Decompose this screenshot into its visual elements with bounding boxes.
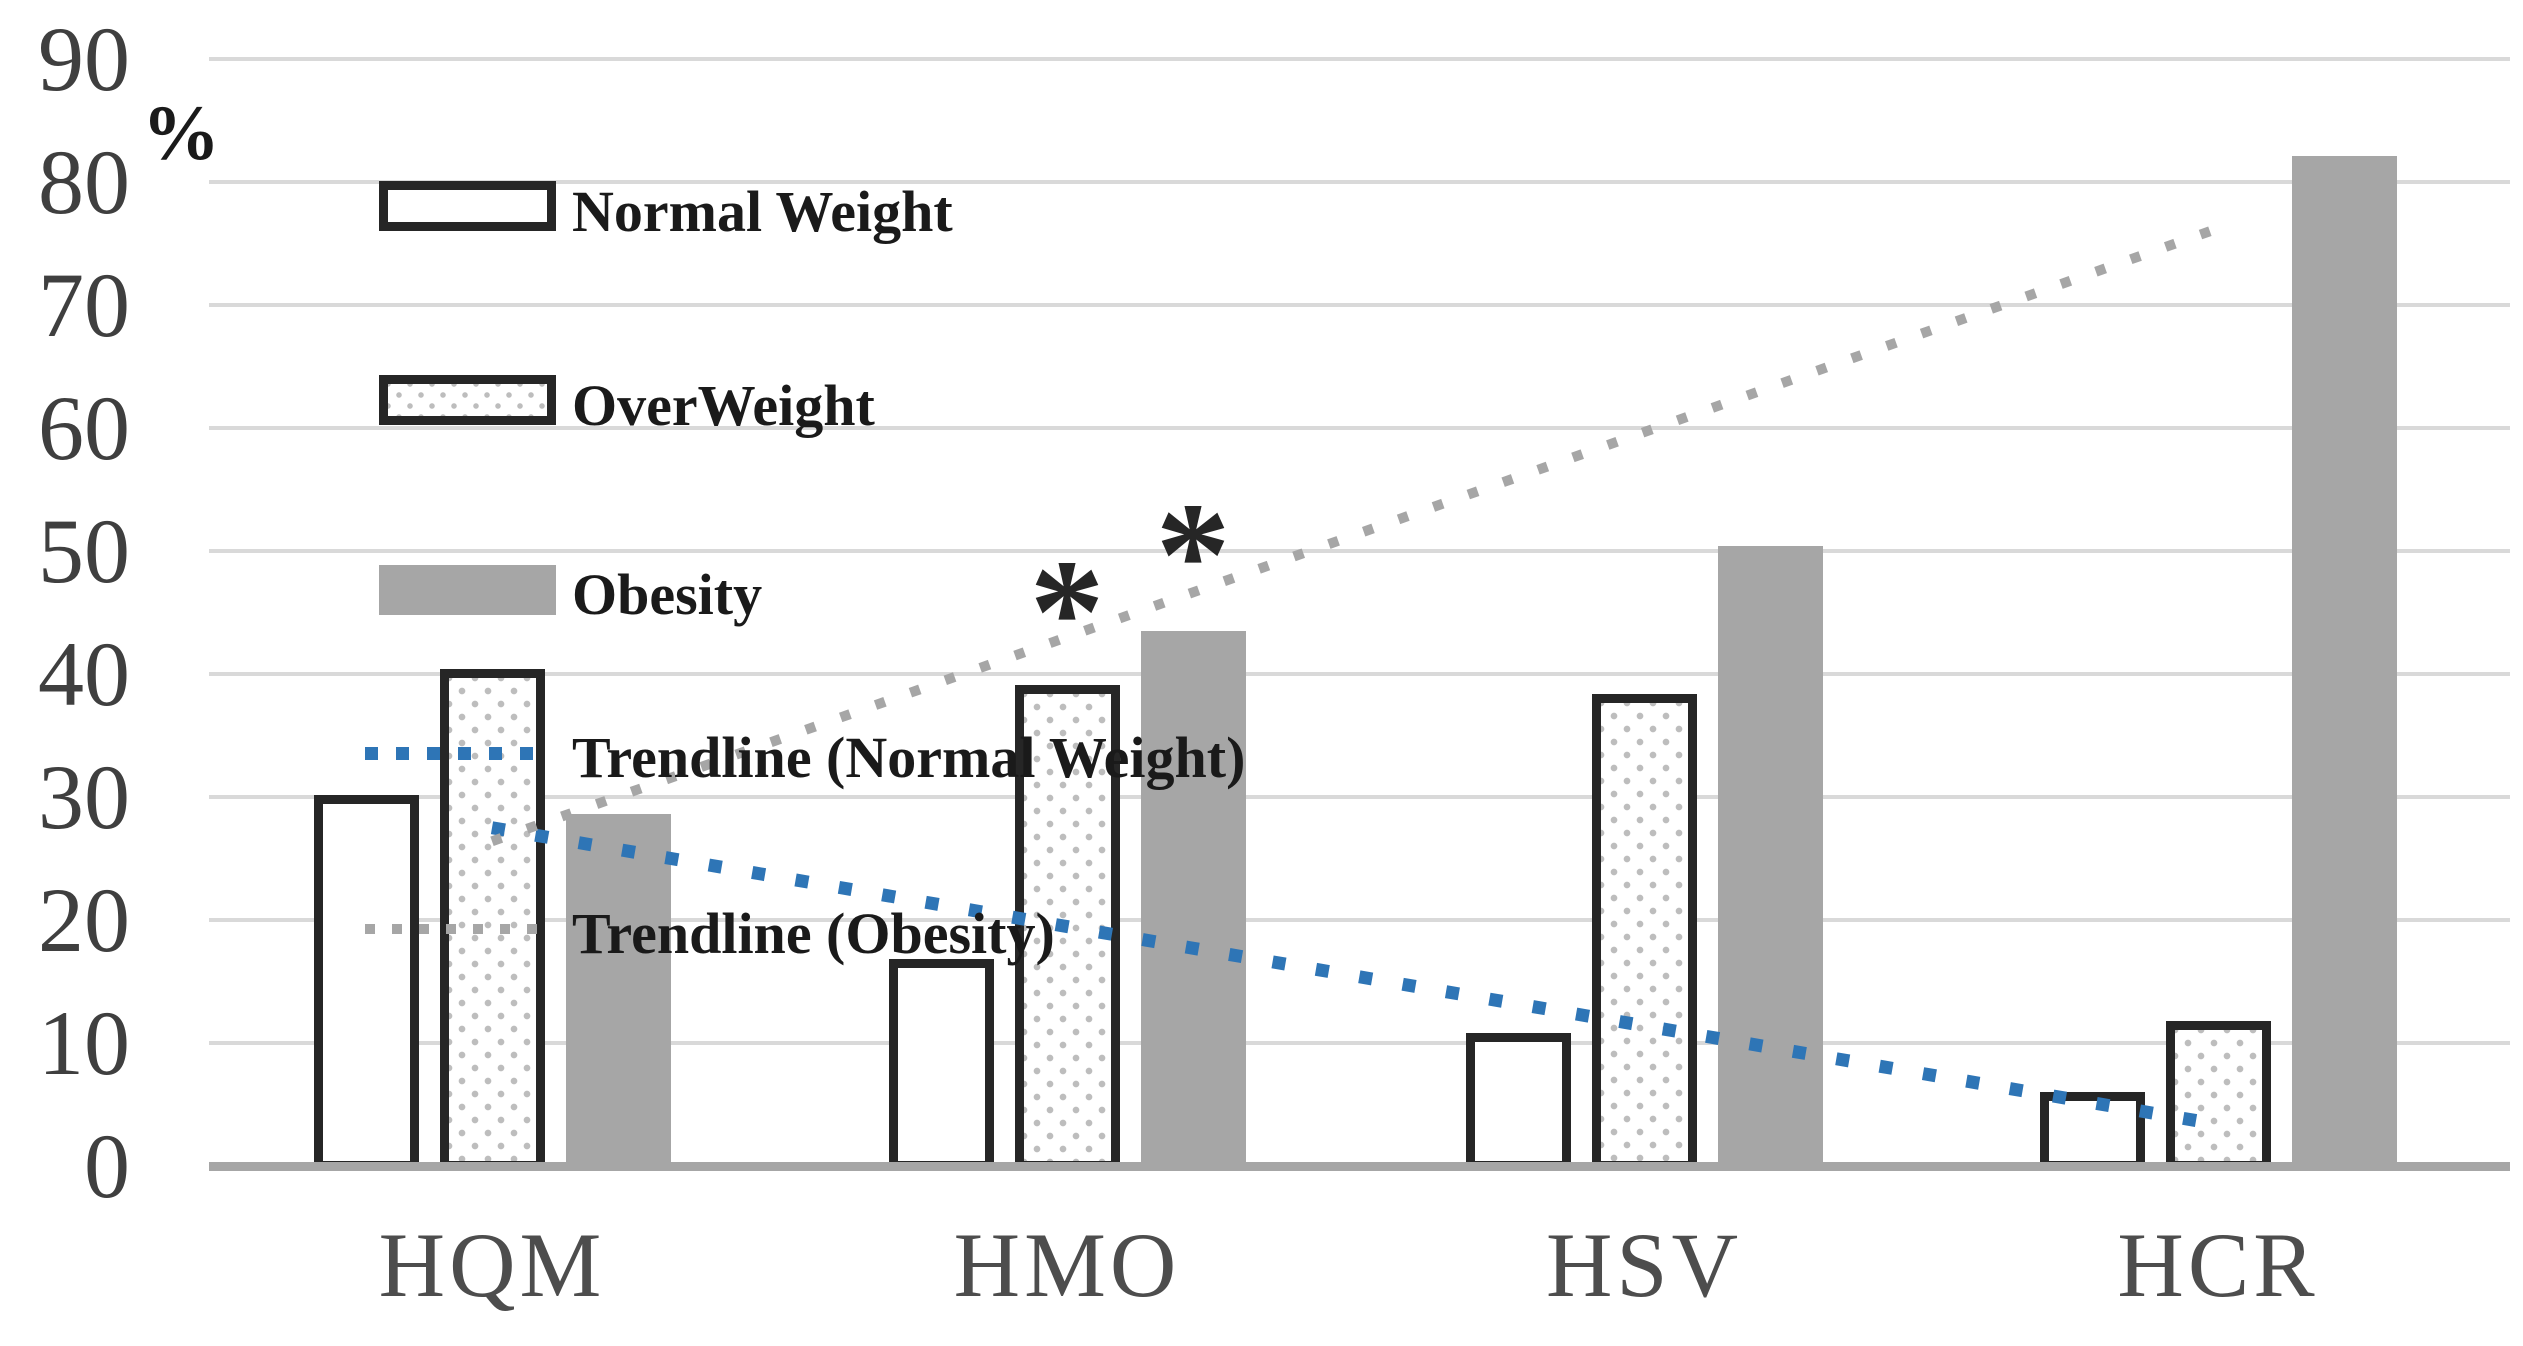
bar-obesity-hqm bbox=[565, 814, 671, 1170]
asterisk-annotation: * bbox=[1155, 471, 1231, 638]
normal-weight-swatch-icon bbox=[379, 181, 556, 231]
category-label-hsv: HSV bbox=[1545, 1214, 1743, 1316]
legend-label: Obesity bbox=[572, 562, 763, 627]
y-tick-label: 20 bbox=[38, 869, 130, 971]
trendline-obesity bbox=[490, 226, 2212, 846]
bar-normal-weight-hqm bbox=[313, 794, 419, 1170]
obesity-swatch-icon bbox=[379, 565, 556, 615]
trendline-normal-weight bbox=[490, 821, 2212, 1130]
gridline bbox=[209, 180, 2510, 184]
y-tick-label: 40 bbox=[38, 623, 130, 725]
gridline bbox=[209, 918, 2510, 922]
bar-overweight-hmo bbox=[1014, 685, 1120, 1170]
category-label-hcr: HCR bbox=[2117, 1214, 2319, 1316]
bar-overweight-hcr bbox=[2165, 1020, 2271, 1170]
legend-label: Trendline (Obesity) bbox=[572, 901, 1055, 966]
legend-label: Normal Weight bbox=[572, 179, 953, 244]
bar-normal-weight-hmo bbox=[888, 959, 994, 1170]
x-axis-line bbox=[209, 1162, 2510, 1171]
y-tick-label: 70 bbox=[38, 254, 130, 356]
bar-normal-weight-hsv bbox=[1465, 1033, 1571, 1170]
gridline bbox=[209, 1041, 2510, 1045]
y-tick-label: 50 bbox=[38, 500, 130, 602]
y-tick-label: 10 bbox=[38, 992, 130, 1094]
category-label-hmo: HMO bbox=[953, 1214, 1181, 1316]
y-tick-label: 30 bbox=[38, 746, 130, 848]
blue-dotted-line-icon bbox=[365, 747, 548, 760]
bar-overweight-hsv bbox=[1591, 693, 1697, 1170]
category-label-hqm: HQM bbox=[378, 1214, 606, 1316]
y-tick-label: 60 bbox=[38, 377, 130, 479]
bar-obesity-hcr bbox=[2291, 156, 2397, 1170]
y-tick-label: 0 bbox=[84, 1115, 130, 1217]
gray-dotted-line-icon bbox=[365, 924, 548, 934]
overweight-swatch-icon bbox=[379, 375, 556, 425]
y-tick-label: 90 bbox=[38, 8, 130, 110]
gridline bbox=[209, 303, 2510, 307]
legend-label: Trendline (Normal Weight) bbox=[572, 725, 1246, 790]
asterisk-annotation: * bbox=[1029, 528, 1105, 695]
bar-obesity-hmo bbox=[1140, 630, 1246, 1170]
y-tick-label: 80 bbox=[38, 131, 130, 233]
gridline bbox=[209, 57, 2510, 61]
bar-obesity-hsv bbox=[1717, 546, 1823, 1170]
gridline bbox=[209, 426, 2510, 430]
gridline bbox=[209, 549, 2510, 553]
gridline bbox=[209, 795, 2510, 799]
gridline bbox=[209, 672, 2510, 676]
y-axis-unit-label: % bbox=[142, 89, 220, 176]
legend-label: OverWeight bbox=[572, 373, 875, 438]
